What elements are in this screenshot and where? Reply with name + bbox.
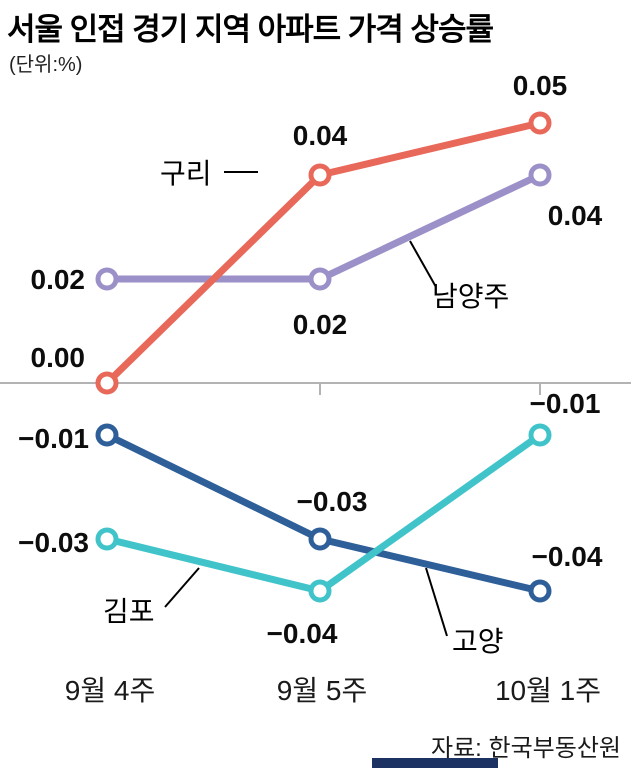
marker-goyang-1 xyxy=(308,527,332,551)
value-label-namyangju-1: 0.02 xyxy=(293,309,348,340)
value-label-gimpo-2: −0.01 xyxy=(530,388,601,419)
series-label-gimpo: 김포 xyxy=(103,596,155,627)
series-line-namyangju xyxy=(103,171,544,283)
marker-guri-2 xyxy=(528,111,552,135)
x-axis-label-2: 10월 1주 xyxy=(495,675,601,706)
marker-guri-0 xyxy=(95,371,119,395)
marker-gimpo-0 xyxy=(95,527,119,551)
value-label-guri-0: 0.00 xyxy=(31,342,86,373)
series-label-guri: 구리 xyxy=(160,158,212,189)
chart-title: 서울 인접 경기 지역 아파트 가격 상승률 xyxy=(7,12,494,47)
value-label-guri-2: 0.05 xyxy=(513,70,568,101)
callout-line-goyang xyxy=(425,567,448,637)
value-label-gimpo-1: −0.04 xyxy=(267,618,338,649)
marker-goyang-2 xyxy=(528,579,552,603)
value-label-guri-1: 0.04 xyxy=(293,120,348,151)
x-axis-label-0: 9월 4주 xyxy=(65,675,155,706)
value-label-namyangju-2: 0.04 xyxy=(548,200,603,231)
series-label-goyang: 고양 xyxy=(452,626,504,657)
marker-gimpo-2 xyxy=(528,423,552,447)
series-label-namyangju: 남양주 xyxy=(432,281,509,312)
marker-namyangju-1 xyxy=(308,267,332,291)
value-label-goyang-1: −0.03 xyxy=(297,486,368,517)
marker-gimpo-1 xyxy=(308,579,332,603)
marker-namyangju-0 xyxy=(95,267,119,291)
source-label: 자료: 한국부동산원 xyxy=(431,735,621,762)
callout-line-gimpo xyxy=(164,567,200,608)
value-label-gimpo-0: −0.03 xyxy=(18,527,89,558)
marker-namyangju-2 xyxy=(528,163,552,187)
footer-accent-bar xyxy=(372,758,498,768)
value-label-goyang-2: −0.04 xyxy=(532,541,603,572)
callout-line-namyangju xyxy=(409,240,437,288)
value-label-goyang-0: −0.01 xyxy=(18,423,89,454)
value-label-namyangju-0: 0.02 xyxy=(31,264,86,295)
marker-goyang-0 xyxy=(95,423,119,447)
x-axis-label-1: 9월 5주 xyxy=(277,675,367,706)
unit-label: (단위:%) xyxy=(9,54,83,76)
marker-guri-1 xyxy=(308,163,332,187)
